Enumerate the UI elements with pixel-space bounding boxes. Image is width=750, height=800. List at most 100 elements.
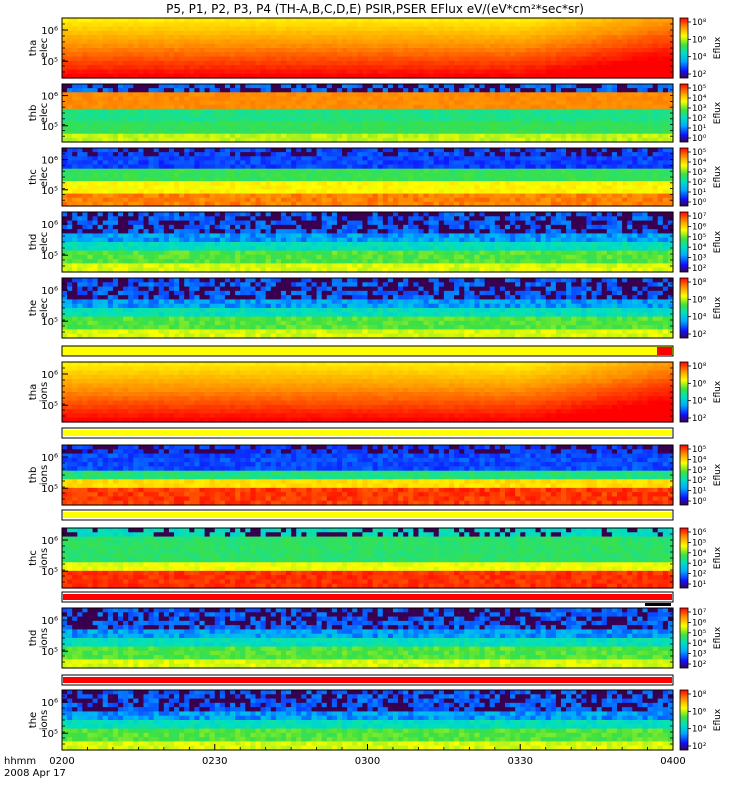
heat-cell (550, 156, 557, 162)
heat-cell (540, 121, 547, 127)
heat-cell (275, 193, 282, 199)
heat-cell (336, 181, 343, 186)
heat-cell (586, 125, 593, 131)
y-tick-label: 10⁵ (41, 122, 58, 133)
heat-cell (67, 168, 73, 174)
heat-cell (265, 177, 272, 182)
heat-cell (591, 65, 598, 71)
heat-cell (250, 193, 257, 199)
heat-cell (611, 197, 618, 203)
heat-cell (245, 26, 251, 32)
heat-cell (540, 177, 547, 182)
heat-cell (112, 121, 119, 127)
heat-cell (515, 35, 521, 41)
heat-cell (148, 56, 155, 62)
heat-cell (464, 43, 470, 49)
heat-cell (265, 185, 272, 191)
heat-cell (627, 108, 633, 114)
heat-cell (428, 18, 435, 23)
heat-cell (240, 164, 246, 170)
heat-cell (433, 197, 440, 203)
heat-cell (321, 48, 328, 53)
heat-cell (591, 100, 598, 106)
heat-cell (214, 117, 221, 122)
heat-cell (566, 48, 572, 53)
heat-cell (642, 193, 649, 199)
heat-cell (423, 177, 430, 182)
heat-cell (520, 26, 526, 32)
heat-cell (357, 88, 364, 93)
heat-cell (219, 56, 226, 62)
heat-cell (87, 35, 94, 41)
heat-cell (336, 137, 343, 143)
heat-cell (535, 104, 542, 110)
heat-cell (301, 137, 307, 143)
heat-cell (499, 100, 506, 106)
heat-cell (454, 129, 460, 135)
heat-cell (296, 96, 302, 102)
heat-cell (240, 65, 246, 71)
heat-cell (352, 48, 358, 53)
heat-cell (255, 133, 262, 139)
heat-cell (143, 73, 150, 79)
heat-cell (336, 129, 343, 135)
heat-cell (647, 84, 654, 89)
heat-cell (540, 129, 547, 135)
heat-cell (158, 160, 165, 166)
heat-cell (82, 129, 89, 135)
heat-cell (133, 193, 139, 199)
heat-cell (224, 193, 231, 199)
heat-cell (622, 69, 628, 75)
heat-cell (591, 177, 598, 182)
heat-cell (403, 129, 409, 135)
heat-cell (652, 193, 659, 199)
heat-cell (560, 177, 567, 182)
heat-cell (398, 164, 404, 170)
heat-cell (179, 60, 185, 66)
heat-cell (560, 65, 567, 71)
heat-cell (632, 52, 638, 58)
heat-cell (611, 73, 618, 79)
heat-cell (240, 108, 246, 114)
heat-cell (530, 121, 537, 127)
heat-cell (158, 121, 165, 127)
heat-cell (331, 189, 338, 195)
heat-cell (484, 113, 491, 118)
heat-cell (647, 177, 654, 182)
heat-cell (423, 104, 430, 110)
heat-cell (311, 26, 318, 32)
heat-cell (591, 43, 598, 49)
heat-cell (443, 117, 450, 122)
heat-cell (174, 18, 180, 23)
heat-cell (510, 73, 516, 79)
heat-cell (555, 43, 562, 49)
heat-cell (550, 113, 557, 118)
heat-cell (331, 84, 338, 89)
heat-cell (168, 60, 175, 66)
heat-cell (606, 108, 613, 114)
heat-cell (138, 43, 145, 49)
heat-cell (224, 181, 231, 186)
heat-cell (382, 113, 389, 118)
heat-cell (107, 69, 114, 75)
heat-cell (311, 117, 318, 122)
heat-cell (240, 133, 246, 139)
heat-cell (504, 172, 511, 178)
heat-cell (408, 92, 414, 98)
heat-cell (128, 30, 134, 36)
heat-cell (280, 156, 287, 162)
heat-cell (112, 52, 119, 58)
heat-cell (326, 26, 333, 32)
heat-cell (102, 39, 109, 45)
heat-cell (479, 129, 486, 135)
heat-cell (591, 133, 598, 139)
heat-cell (230, 193, 236, 199)
heat-cell (163, 193, 170, 199)
heat-cell (448, 113, 455, 118)
heat-cell (224, 164, 231, 170)
heat-cell (515, 133, 521, 139)
heat-cell (642, 92, 649, 98)
heat-cell (367, 156, 374, 162)
heat-cell (336, 193, 343, 199)
heat-cell (540, 181, 547, 186)
